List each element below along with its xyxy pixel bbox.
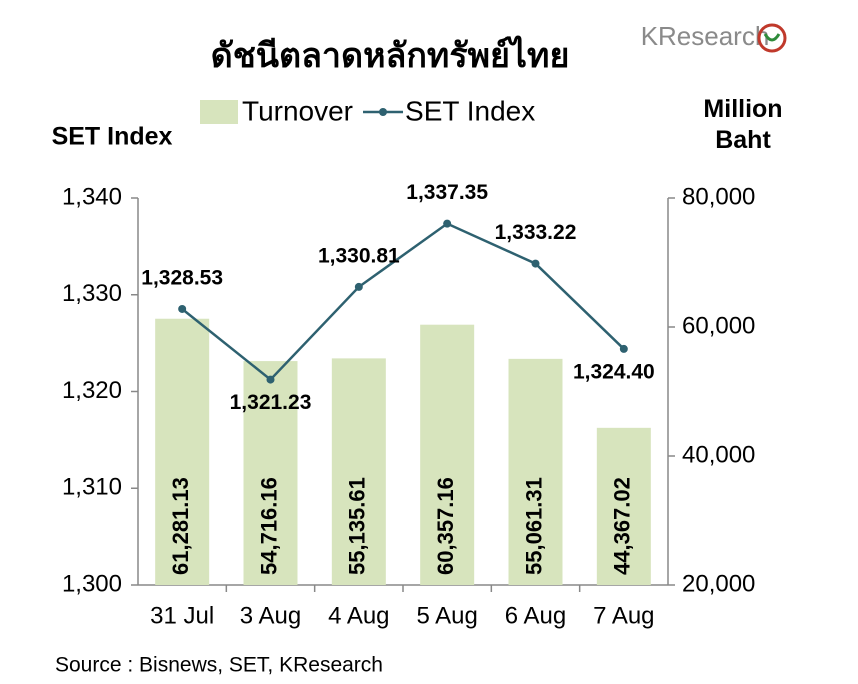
bar-value-label: 55,135.61 (345, 477, 370, 575)
line-value-label: 1,324.40 (573, 360, 655, 383)
bar (420, 324, 475, 585)
source: Source : Bisnews, SET, KResearch (55, 654, 383, 677)
bar (331, 358, 386, 585)
bar-value-label: 44,367.02 (610, 477, 635, 575)
line-value-label: 1,337.35 (406, 181, 488, 204)
y-tick-label: 1,330 (62, 280, 122, 307)
y2-tick-label: 20,000 (682, 570, 755, 597)
legend-label: SET Index (405, 95, 535, 126)
line-marker (619, 344, 628, 353)
line-marker (266, 375, 275, 384)
bar (508, 358, 563, 585)
legend-swatch (200, 100, 238, 124)
logo-leaf (763, 33, 781, 42)
bar-value-label: 60,357.16 (433, 477, 458, 575)
bar-value-label: 55,061.31 (521, 477, 546, 575)
logo-icon (757, 23, 787, 53)
y2-axis-label: Million Baht (703, 95, 783, 154)
x-tick-label: 3 Aug (240, 602, 301, 629)
bar (155, 318, 210, 585)
y-tick-label: 1,320 (62, 377, 122, 404)
logo: KResearch (641, 21, 770, 51)
y2-tick-label: 80,000 (682, 183, 755, 210)
bar (596, 427, 651, 585)
bar-value-label: 54,716.16 (256, 477, 281, 575)
line-marker (531, 259, 540, 268)
y-tick-label: 1,310 (62, 474, 122, 501)
line-value-label: 1,321.23 (230, 391, 312, 414)
line-value-label: 1,328.53 (141, 267, 223, 290)
y-tick-label: 1,300 (62, 570, 122, 597)
legend-marker (379, 108, 388, 116)
chart-title: ดัชนีตลาดหลักทรัพย์ไทย (211, 35, 570, 75)
line-marker (354, 282, 363, 291)
x-tick-label: 31 Jul (150, 602, 214, 629)
x-tick-label: 7 Aug (593, 602, 654, 629)
legend-label: Turnover (242, 95, 353, 126)
y-tick-label: 1,340 (62, 183, 122, 210)
x-tick-label: 5 Aug (416, 602, 477, 629)
y2-tick-label: 60,000 (682, 312, 755, 339)
x-tick-label: 6 Aug (505, 602, 566, 629)
line-value-label: 1,330.81 (318, 244, 400, 267)
y-axis-label: SET Index (52, 123, 173, 151)
bar-value-label: 61,281.13 (168, 477, 193, 575)
line-marker (178, 304, 187, 313)
line (181, 222, 625, 382)
line-marker (443, 219, 452, 228)
line-value-label: 1,333.22 (495, 221, 577, 244)
x-tick-label: 4 Aug (328, 602, 389, 629)
y2-tick-label: 40,000 (682, 441, 755, 468)
bar (243, 361, 298, 585)
